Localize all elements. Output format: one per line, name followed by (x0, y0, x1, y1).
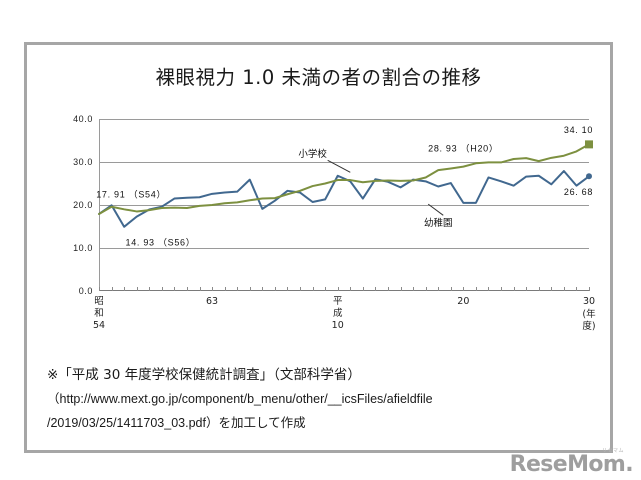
gridline (99, 162, 589, 163)
x-axis-tick (337, 287, 339, 291)
y-axis-tick-label: 40.0 (73, 114, 93, 124)
chart-annotation: 34. 10 (563, 124, 594, 135)
x-axis-tick (249, 287, 251, 291)
footnote-url-part-2: /2019/03/25/1411703_03.pdf） (47, 416, 219, 430)
x-axis-tick (186, 287, 188, 291)
x-axis-tick-label: 30 (582, 296, 596, 307)
x-axis-tick (149, 287, 151, 291)
x-axis-unit-label: (年度) (582, 309, 596, 332)
x-axis-tick (199, 287, 201, 291)
x-axis-tick (350, 287, 352, 291)
chart-annotation: 14. 93 （S56） (125, 237, 196, 248)
x-axis-tick (425, 287, 427, 291)
x-axis-tick (212, 287, 214, 291)
x-axis-tick (375, 287, 377, 291)
x-axis-tick (488, 287, 490, 291)
x-axis-tick (387, 287, 389, 291)
x-axis-tick-label: 平 成 10 (331, 296, 344, 331)
x-axis-tick (538, 287, 540, 291)
x-axis-tick-label: 20 (457, 296, 470, 307)
gridline (99, 248, 589, 249)
x-axis-tick (99, 287, 100, 291)
x-axis-tick (274, 287, 276, 291)
resemom-watermark: リセマム ReseMom. (509, 448, 634, 477)
chart-annotation: 26. 68 (563, 187, 594, 198)
x-axis-tick (262, 287, 264, 291)
x-axis-tick (174, 287, 176, 291)
x-axis-tick (287, 287, 289, 291)
x-axis-tick-label: 昭 和 54 (92, 296, 106, 331)
chart-annotation: 28. 93 （H20） (428, 143, 499, 154)
footnote-paren-open: （ (47, 391, 60, 406)
footnote-url-line-2: /2019/03/25/1411703_03.pdf）を加工して作成 (47, 411, 597, 435)
y-axis-tick-label: 0.0 (78, 286, 93, 296)
footnote-url-line-1: （http://www.mext.go.jp/component/b_menu/… (47, 387, 597, 411)
x-axis-tick (325, 287, 327, 291)
callout-leader-line (427, 203, 444, 216)
x-axis-tick (501, 287, 503, 291)
chart-plot-area: 0.0 10.0 20.0 30.0 40.0 昭 和 54 63 平 成 10 20 30 (年… (73, 114, 596, 332)
x-axis-tick (224, 287, 226, 291)
x-axis-tick (111, 287, 113, 291)
gridline (99, 119, 589, 120)
chart-annotation: 17. 91 （S54） (96, 189, 167, 200)
x-axis-line (99, 290, 589, 291)
y-axis-tick-label: 20.0 (73, 200, 93, 210)
y-axis-tick-label: 30.0 (73, 157, 93, 167)
x-axis-tick (413, 287, 415, 291)
x-axis-tick (513, 287, 515, 291)
x-axis-tick (438, 287, 440, 291)
series-end-marker-elementary (585, 140, 593, 149)
x-axis-tick (124, 287, 126, 291)
footnote-suffix: を加工して作成 (218, 415, 306, 430)
footnote-url-part-1: http://www.mext.go.jp/component/b_menu/o… (59, 392, 433, 406)
watermark-kana: リセマム (601, 448, 624, 454)
series-line-幼稚園 (98, 170, 590, 228)
x-axis-tick (463, 287, 465, 291)
footnote-source-line: ※「平成 30 年度学校保健統計調査」（文部科学省） (47, 367, 361, 383)
series-lines (98, 140, 593, 228)
x-axis-tick (475, 287, 477, 291)
x-axis-tick (589, 287, 590, 291)
slide-frame: 裸眼視力 1.0 未満の者の割合の推移 0.0 10.0 20.0 30.0 40.0 … (24, 42, 613, 453)
callout-leader-line (327, 159, 351, 173)
x-axis-tick-label: 63 (206, 296, 219, 307)
x-axis-tick (300, 287, 302, 291)
y-axis-tick-label: 10.0 (73, 243, 93, 253)
x-axis-tick (563, 287, 565, 291)
chart-annotation: 小学校 (298, 149, 327, 161)
x-axis-tick (400, 287, 402, 291)
chart-figure: 0.0 10.0 20.0 30.0 40.0 昭 和 54 63 平 成 10 20 30 (年… (43, 111, 599, 341)
x-axis-tick (576, 287, 578, 291)
page-title: 裸眼視力 1.0 未満の者の割合の推移 (155, 66, 482, 89)
chart-annotation: 幼稚園 (423, 218, 453, 230)
x-axis-tick (312, 287, 314, 291)
x-axis-tick (450, 287, 452, 291)
series-end-marker-kindergarten (586, 173, 592, 180)
x-axis-tick (551, 287, 553, 291)
gridline (99, 205, 589, 206)
x-axis-tick (237, 287, 239, 291)
series-line-小学校 (98, 143, 590, 215)
x-axis-tick (526, 287, 528, 291)
footnote: ※「平成 30 年度学校保健統計調査」（文部科学省） （http://www.m… (47, 363, 597, 435)
x-axis-tick (362, 287, 364, 291)
watermark-wordmark: ReseMom. (509, 452, 634, 477)
x-axis-tick (161, 287, 163, 291)
x-axis-tick (136, 287, 138, 291)
